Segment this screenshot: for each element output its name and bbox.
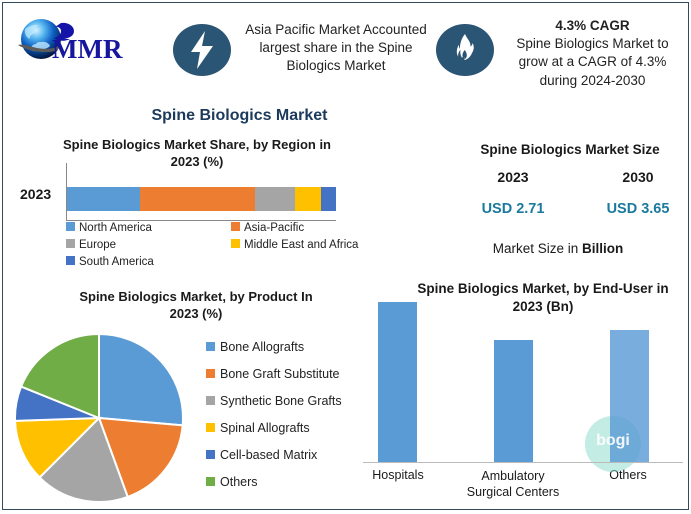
svg-text:MMR: MMR [52, 34, 123, 64]
